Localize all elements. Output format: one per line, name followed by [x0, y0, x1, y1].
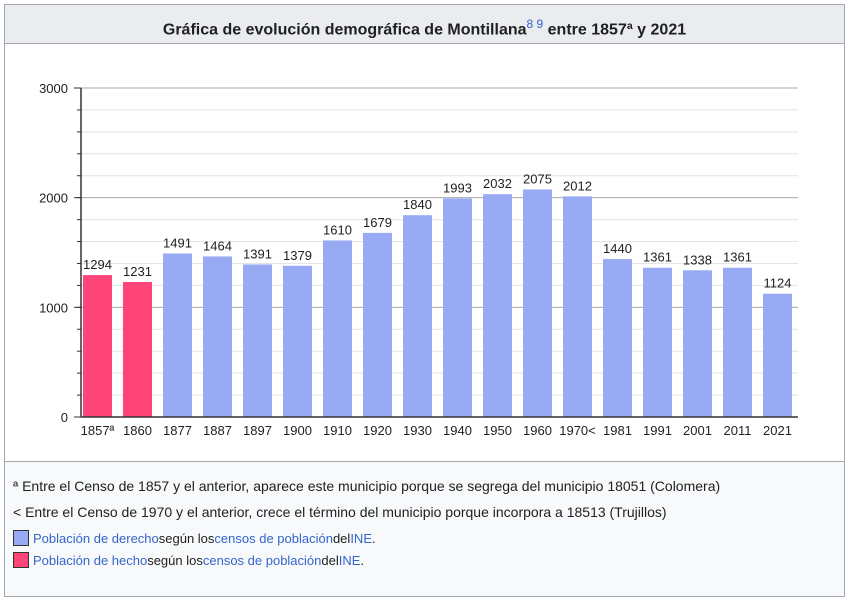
text: . [371, 530, 376, 546]
bar-1991 [643, 267, 672, 417]
x-tick-label: 1940 [443, 423, 472, 438]
chart-box: Gráfica de evolución demográfica de Mont… [4, 4, 845, 597]
x-tick-label: 1950 [483, 423, 512, 438]
bar-2021 [763, 293, 792, 417]
data-label: 2032 [483, 176, 512, 191]
link-censos[interactable]: censos de población [214, 530, 333, 546]
link-poblacion-derecho[interactable]: Población de derecho [33, 530, 159, 546]
link-censos[interactable]: censos de población [202, 552, 322, 568]
data-label: 1294 [83, 257, 112, 272]
bar-1950 [483, 194, 512, 417]
chart-title: Gráfica de evolución demográfica de Mont… [5, 5, 844, 44]
x-tick-label: 1857ª [81, 423, 115, 438]
notes: ª Entre el Censo de 1857 y el anterior, … [5, 462, 844, 568]
bar-1920 [363, 232, 392, 417]
bar-2001 [683, 270, 712, 417]
legend-derecho: Población de derecho según los censos de… [13, 530, 844, 546]
y-tick-label: 0 [61, 410, 68, 425]
data-label: 2012 [563, 178, 592, 193]
x-tick-label: 1930 [403, 423, 432, 438]
bar-1877 [163, 253, 192, 417]
x-tick-label: 1920 [363, 423, 392, 438]
bar-1910 [323, 240, 352, 417]
data-label: 1679 [363, 215, 392, 230]
bar-1981 [603, 259, 632, 417]
x-tick-label: 1981 [603, 423, 632, 438]
bar-1900 [283, 265, 312, 417]
x-tick-label: 1960 [523, 423, 552, 438]
text: del [321, 552, 339, 568]
y-tick-label: 3000 [39, 81, 68, 96]
note-1857: ª Entre el Censo de 1857 y el anterior, … [13, 478, 721, 494]
x-tick-label: 1860 [123, 423, 152, 438]
text: según los [147, 552, 203, 568]
bar-1857ª [83, 275, 112, 417]
bar-chart: 0 1000 2000 3000 1294 1857ª 1231 1860 1491 1877 14… [39, 81, 798, 438]
data-label: 1491 [163, 235, 192, 250]
x-tick-label: 1877 [163, 423, 192, 438]
x-tick-label: 2001 [683, 423, 712, 438]
data-label: 1391 [243, 246, 272, 261]
note-1970: < Entre el Censo de 1970 y el anterior, … [13, 504, 667, 520]
data-label: 1440 [603, 241, 632, 256]
bar-1930 [403, 215, 432, 417]
link-ine[interactable]: INE [350, 530, 372, 546]
x-tick-label: 2021 [763, 423, 792, 438]
data-label: 1231 [123, 264, 152, 279]
x-tick-label: 1910 [323, 423, 352, 438]
link-poblacion-hecho[interactable]: Población de hecho [33, 552, 148, 568]
x-tick-label: 1900 [283, 423, 312, 438]
link-ine[interactable]: INE [338, 552, 361, 568]
reference-links[interactable]: 8 9 [526, 17, 544, 31]
x-tick-label: 1970< [559, 423, 596, 438]
data-label: 2075 [523, 171, 552, 186]
x-tick-label: 1991 [643, 423, 672, 438]
data-label: 1361 [723, 250, 752, 265]
x-tick-label: 1897 [243, 423, 272, 438]
bar-1970< [563, 196, 592, 417]
bar-1940 [443, 198, 472, 417]
bar-2011 [723, 267, 752, 417]
y-tick-label: 2000 [39, 191, 68, 206]
x-tick-label: 2011 [724, 423, 752, 438]
data-label: 1993 [443, 180, 472, 195]
data-label: 1361 [643, 250, 672, 265]
text: según los [158, 530, 215, 546]
bar-1960 [523, 189, 552, 417]
data-label: 1379 [283, 248, 312, 263]
y-tick-label: 1000 [39, 300, 68, 315]
legend-swatch-hecho [13, 552, 29, 568]
bar-1887 [203, 256, 232, 417]
data-label: 1610 [323, 222, 352, 237]
legend-hecho: Población de hecho según los censos de p… [13, 552, 844, 568]
data-label: 1338 [683, 252, 712, 267]
text: . [360, 552, 365, 568]
bar-1860 [123, 282, 152, 417]
title-text: Gráfica de evolución demográfica de Mont… [162, 21, 527, 39]
x-tick-label: 1887 [203, 423, 232, 438]
legend-swatch-derecho [13, 530, 29, 546]
data-label: 1124 [764, 276, 792, 291]
bar-1897 [243, 264, 272, 417]
chart-area: 0 1000 2000 3000 1294 1857ª 1231 1860 1491 1877 14… [5, 44, 844, 462]
data-label: 1464 [203, 238, 232, 253]
title-rest: entre 1857ª y 2021 [543, 21, 687, 39]
text: del [332, 530, 351, 546]
data-label: 1840 [403, 197, 432, 212]
